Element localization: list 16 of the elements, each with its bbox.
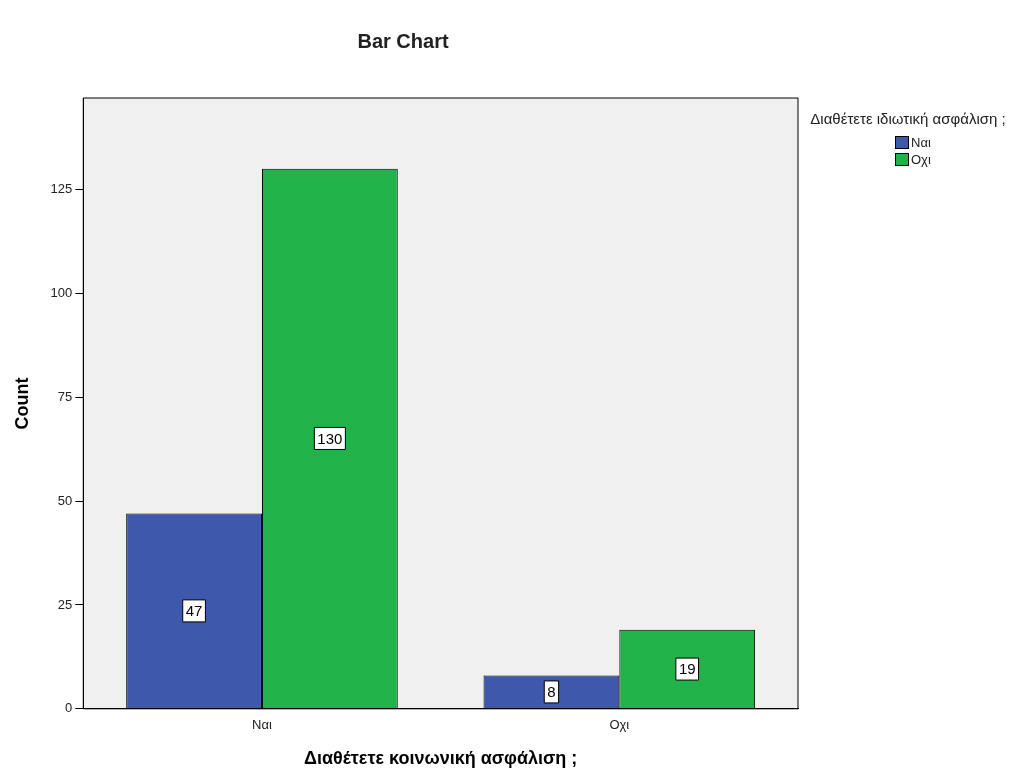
y-tick-label: 25 [57,596,73,612]
legend-label: Οχι [911,152,931,167]
x-axis-title: Διαθέτετε κοινωνική ασφάλιση ; [303,748,578,769]
chart-title: Bar Chart [357,29,449,52]
legend-label: Ναι [911,135,931,150]
y-tick-label: 100 [50,284,73,300]
data-label: 8 [547,683,556,701]
y-tick-label: 50 [57,492,73,508]
data-label: 47 [185,602,203,620]
data-label: 19 [678,660,696,678]
y-tick-label: 125 [50,180,73,196]
y-axis-title: Count [11,377,32,430]
legend-title: Διαθέτετε ιδιωτική ασφάλιση ; [809,110,1007,128]
data-label: 130 [317,429,343,447]
y-tick-label: 0 [65,700,73,716]
y-tick-label: 75 [57,388,73,404]
